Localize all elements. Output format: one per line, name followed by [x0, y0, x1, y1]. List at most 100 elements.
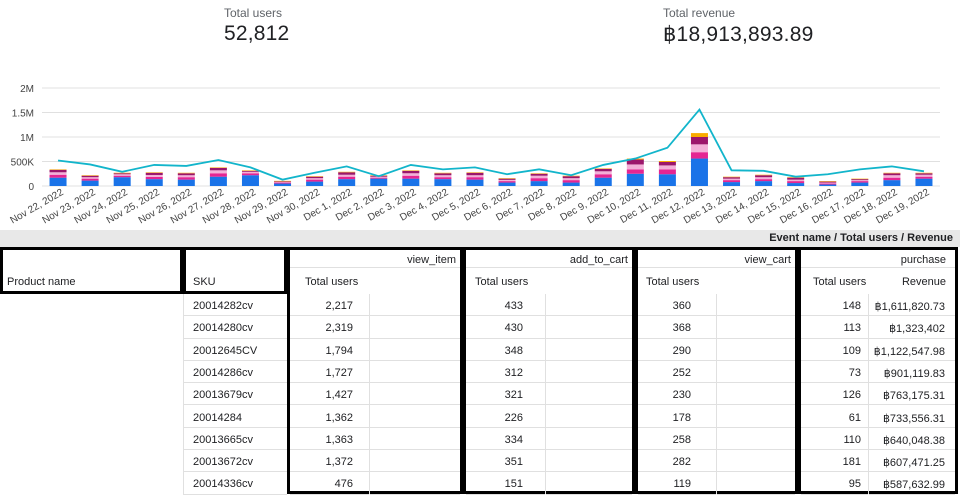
add-to-cart-users-cell: 334	[504, 433, 523, 446]
bar-segment	[466, 172, 484, 176]
bar-segment	[787, 177, 805, 180]
table-row[interactable]: 20012645CV 1,794 348 290 109 ฿1,122,547.98	[0, 339, 960, 361]
bar-segment	[658, 165, 676, 170]
bar-segment	[274, 182, 292, 184]
bar-segment	[498, 179, 516, 182]
bar-segment	[306, 176, 324, 179]
bar-segment	[145, 172, 163, 175]
bar-segment	[177, 179, 195, 186]
bar-segment	[49, 172, 67, 175]
bar-segment	[434, 173, 452, 176]
table-row[interactable]: 20013679cv 1,427 321 230 126 ฿763,175.31	[0, 383, 960, 406]
bar-segment	[209, 176, 227, 186]
add-to-cart-users-header[interactable]: Total users	[475, 276, 529, 288]
table-row[interactable]: 20014286cv 1,727 312 252 73 ฿901,119.83	[0, 361, 960, 384]
bar-segment	[594, 168, 612, 172]
view-cart-users-cell: 282	[672, 456, 691, 469]
bar-segment	[466, 177, 484, 180]
bar-segment	[755, 177, 773, 180]
bar-segment	[530, 178, 548, 182]
purchase-revenue-header[interactable]: Revenue	[901, 276, 946, 288]
bar-segment	[402, 178, 420, 186]
bar-segment	[690, 152, 708, 159]
bar-segment	[338, 171, 356, 173]
bar-segment	[723, 178, 741, 181]
table-row[interactable]: 20014336cv 476 151 119 95 ฿587,632.99	[0, 472, 960, 495]
bar-segment	[241, 175, 259, 186]
sku-header[interactable]: SKU	[193, 276, 216, 288]
bar-segment	[177, 172, 195, 174]
bar-segment	[723, 176, 741, 178]
bar-segment	[338, 176, 356, 180]
add-to-cart-users-cell: 351	[504, 456, 523, 469]
add-to-cart-users-cell: 430	[504, 322, 523, 335]
bar-segment	[145, 172, 163, 173]
add-to-cart-users-cell: 348	[504, 344, 523, 357]
bar-segment	[915, 174, 933, 177]
bar-segment	[851, 180, 869, 182]
view-item-users-cell: 1,372	[325, 456, 353, 469]
bar-segment	[434, 179, 452, 186]
bar-segment	[530, 181, 548, 186]
bar-segment	[690, 137, 708, 145]
bar-segment	[402, 170, 420, 171]
revenue-cell: ฿1,611,820.73	[874, 301, 945, 313]
table-row[interactable]: 20014284 1,362 226 178 61 ฿733,556.31	[0, 406, 960, 428]
purchase-users-cell: 148	[842, 300, 861, 312]
bar-segment	[177, 175, 195, 178]
bar-segment	[594, 171, 612, 175]
bar-segment	[626, 173, 644, 186]
bar-segment	[851, 179, 869, 181]
bar-segment	[819, 181, 837, 183]
bar-segment	[274, 183, 292, 186]
bar-segment	[851, 182, 869, 186]
view-item-event-header: view_item	[407, 254, 456, 266]
revenue-cell: ฿607,471.25	[882, 457, 945, 470]
view-item-users-cell: 1,794	[325, 344, 353, 357]
event-breakdown-table[interactable]: Product name SKU view_item Total users a…	[0, 247, 960, 501]
table-row[interactable]: 20014282cv 2,217 433 360 148 ฿1,611,820.73	[0, 294, 960, 317]
bar-segment	[338, 172, 356, 175]
view-cart-users-cell: 360	[672, 300, 691, 312]
bar-segment	[723, 182, 741, 186]
bar-segment	[787, 183, 805, 186]
total-users-scorecard[interactable]: Total users 52,812	[224, 6, 289, 46]
view-item-users-header[interactable]: Total users	[305, 276, 359, 288]
bar-segment	[338, 174, 356, 177]
sku-cell: 20013665cv	[193, 433, 253, 446]
purchase-users-header[interactable]: Total users	[813, 276, 867, 288]
bar-segment	[498, 178, 516, 179]
sku-cell: 20014282cv	[193, 300, 253, 312]
bar-segment	[274, 180, 292, 182]
bar-segment	[306, 181, 324, 186]
view-cart-users-cell: 258	[672, 433, 691, 446]
bar-segment	[81, 178, 99, 181]
total-revenue-scorecard[interactable]: Total revenue ฿18,913,893.89	[663, 6, 813, 47]
bar-segment	[690, 133, 708, 137]
bar-segment	[626, 164, 644, 170]
bar-segment	[498, 181, 516, 183]
bar-segment	[402, 175, 420, 179]
table-row[interactable]: 20013665cv 1,363 334 258 110 ฿640,048.38	[0, 428, 960, 451]
purchase-users-cell: 73	[848, 366, 861, 379]
y-tick-label: 500K	[11, 158, 35, 169]
table-row[interactable]: 20014280cv 2,319 430 368 113 ฿1,323,402	[0, 316, 960, 339]
purchase-users-cell: 61	[848, 411, 861, 424]
bar-segment	[370, 178, 388, 186]
view-cart-users-header[interactable]: Total users	[646, 276, 700, 288]
view-item-column-box	[287, 247, 463, 494]
bar-segment	[723, 177, 741, 179]
product-name-header[interactable]: Product name	[7, 276, 76, 288]
bar-segment	[626, 169, 644, 174]
bar-segment	[755, 179, 773, 182]
bar-segment	[530, 173, 548, 174]
bar-segment	[562, 180, 580, 183]
bar-segment	[755, 174, 773, 176]
bar-segment	[241, 170, 259, 171]
bar-segment	[658, 169, 676, 175]
bar-segment	[113, 173, 131, 175]
view-item-users-cell: 1,362	[325, 411, 353, 424]
bar-segment	[145, 174, 163, 177]
table-row[interactable]: 20013672cv 1,372 351 282 181 ฿607,471.25	[0, 450, 960, 473]
